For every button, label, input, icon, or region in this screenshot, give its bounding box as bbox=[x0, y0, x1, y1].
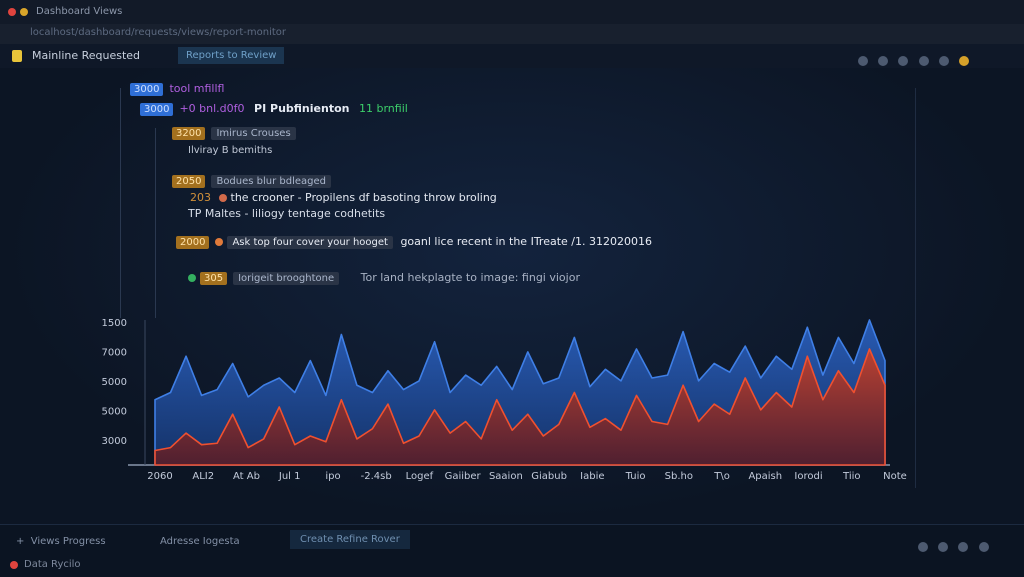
tree-row[interactable]: 203 the crooner - Propilens df basoting … bbox=[190, 191, 497, 204]
footer: + Views Progress Adresse Iogesta Create … bbox=[0, 524, 1024, 577]
tree-row[interactable]: 3000 +0 bnl.d0f0 PI Pubfinienton 11 brnfi… bbox=[140, 102, 408, 116]
row-text: tool mfillfl bbox=[169, 82, 225, 95]
x-tick-label: Sb.ho bbox=[665, 471, 693, 482]
tree-line bbox=[155, 128, 156, 318]
x-tick-label: Note bbox=[883, 471, 907, 482]
x-tick-label: ipo bbox=[325, 471, 340, 482]
badge: 305 bbox=[200, 272, 228, 285]
x-tick-label: 2060 bbox=[147, 471, 172, 482]
address-bar[interactable]: localhost/dashboard/requests/views/repor… bbox=[30, 27, 287, 38]
badge: 3000 bbox=[140, 103, 174, 116]
icon[interactable] bbox=[898, 56, 909, 66]
app-icon bbox=[12, 50, 22, 62]
tree-line bbox=[120, 88, 121, 318]
tree-row[interactable]: 305 Iorigeit brooghtone Tor land hekplagt… bbox=[188, 271, 580, 285]
min-dot[interactable] bbox=[20, 8, 28, 16]
icon[interactable] bbox=[958, 542, 969, 552]
row-text: the crooner - Propilens df basoting thro… bbox=[230, 191, 497, 204]
status-dot bbox=[218, 194, 227, 202]
x-tick-label: Jul 1 bbox=[278, 471, 301, 482]
row-tag: 11 brnfiil bbox=[358, 102, 408, 115]
area bbox=[154, 348, 886, 466]
icon[interactable] bbox=[858, 56, 868, 66]
icon[interactable] bbox=[878, 56, 889, 66]
status-dot bbox=[188, 274, 196, 282]
footer-text: Views Progress bbox=[30, 536, 106, 547]
app-bar: Mainline Requested Reports to Review bbox=[0, 44, 1024, 69]
y-tick-label: 3000 bbox=[102, 436, 127, 447]
app-title: Mainline Requested bbox=[32, 49, 141, 62]
badge: 2050 bbox=[172, 175, 206, 188]
status-dot bbox=[10, 561, 18, 569]
row-text: goanl lice recent in the ITreate /1. 312… bbox=[400, 235, 652, 248]
toolbar: localhost/dashboard/requests/views/repor… bbox=[0, 24, 1024, 44]
panel-border bbox=[915, 88, 916, 488]
badge: 3000 bbox=[130, 83, 164, 96]
x-tick-label: -2.4sb bbox=[361, 471, 392, 482]
toolbar-icons bbox=[858, 51, 969, 70]
icon[interactable] bbox=[958, 56, 969, 66]
row-text: Tor land hekplagte to image: fingi viojo… bbox=[360, 271, 580, 284]
row-text: +0 bnl.d0f0 bbox=[179, 102, 245, 115]
tab-title[interactable]: Dashboard Views bbox=[36, 6, 123, 17]
footer-item[interactable]: Adresse Iogesta bbox=[160, 536, 240, 547]
tree-row[interactable]: 2050 Bodues blur bdleaged bbox=[172, 174, 332, 188]
x-tick-label: Saaion bbox=[489, 471, 523, 482]
footer-button[interactable]: Create Refine Rover bbox=[290, 530, 410, 549]
x-tick-label: Tuio bbox=[625, 471, 646, 482]
x-tick-label: Gaiiber bbox=[445, 471, 482, 482]
pill: Bodues blur bdleaged bbox=[211, 175, 332, 188]
icon[interactable] bbox=[978, 542, 989, 552]
app-tab[interactable]: Reports to Review bbox=[178, 47, 285, 64]
x-tick-label: Giabub bbox=[531, 471, 567, 482]
row-text: TP Maltes - liliogy tentage codhetits bbox=[188, 207, 386, 220]
icon[interactable] bbox=[918, 56, 929, 66]
x-tick-label: Logef bbox=[406, 471, 434, 482]
y-tick-label: 5000 bbox=[102, 377, 127, 388]
pill: Ask top four cover your hooget bbox=[227, 236, 393, 249]
x-tick-label: T\o bbox=[713, 471, 730, 482]
y-tick-label: 5000 bbox=[102, 407, 127, 418]
pill: Imirus Crouses bbox=[211, 127, 296, 140]
row-title: PI Pubfinienton bbox=[254, 102, 350, 115]
footer-item[interactable]: + Views Progress bbox=[16, 536, 106, 547]
tab-bar: Dashboard Views bbox=[0, 0, 1024, 24]
x-tick-label: Iabie bbox=[580, 471, 604, 482]
y-tick-label: 1500 bbox=[102, 318, 127, 329]
icon[interactable] bbox=[918, 542, 928, 552]
row-id: 203 bbox=[190, 191, 211, 204]
icon[interactable] bbox=[938, 56, 949, 66]
badge: 2000 bbox=[176, 236, 210, 249]
x-tick-label: Iorodi bbox=[794, 471, 822, 482]
icon[interactable] bbox=[938, 542, 949, 552]
badge: 3200 bbox=[172, 127, 206, 140]
x-tick-label: Apaish bbox=[748, 471, 782, 482]
chart: 1500 7000 5000 5000 3000 2060 ALI2 At Ab Jul 1 ip… bbox=[102, 318, 907, 482]
y-tick-label: 7000 bbox=[102, 348, 127, 359]
close-dot[interactable] bbox=[8, 8, 16, 16]
status-dot bbox=[215, 238, 224, 246]
tree-row[interactable]: 3000 tool mfillfl bbox=[130, 82, 224, 96]
footer-icons bbox=[918, 537, 989, 556]
pill: Iorigeit brooghtone bbox=[233, 272, 340, 285]
tree-row[interactable]: 2000 Ask top four cover your hooget goanl… bbox=[176, 235, 652, 249]
x-tick-label: Tiio bbox=[842, 471, 860, 482]
x-tick-label: At Ab bbox=[233, 471, 260, 482]
status-text: Data Rycilo bbox=[24, 559, 81, 570]
x-tick-label: ALI2 bbox=[192, 471, 214, 482]
row-sub: Ilviray B bemiths bbox=[188, 145, 273, 156]
tree-row[interactable]: 3200 Imirus Crouses bbox=[172, 126, 296, 140]
